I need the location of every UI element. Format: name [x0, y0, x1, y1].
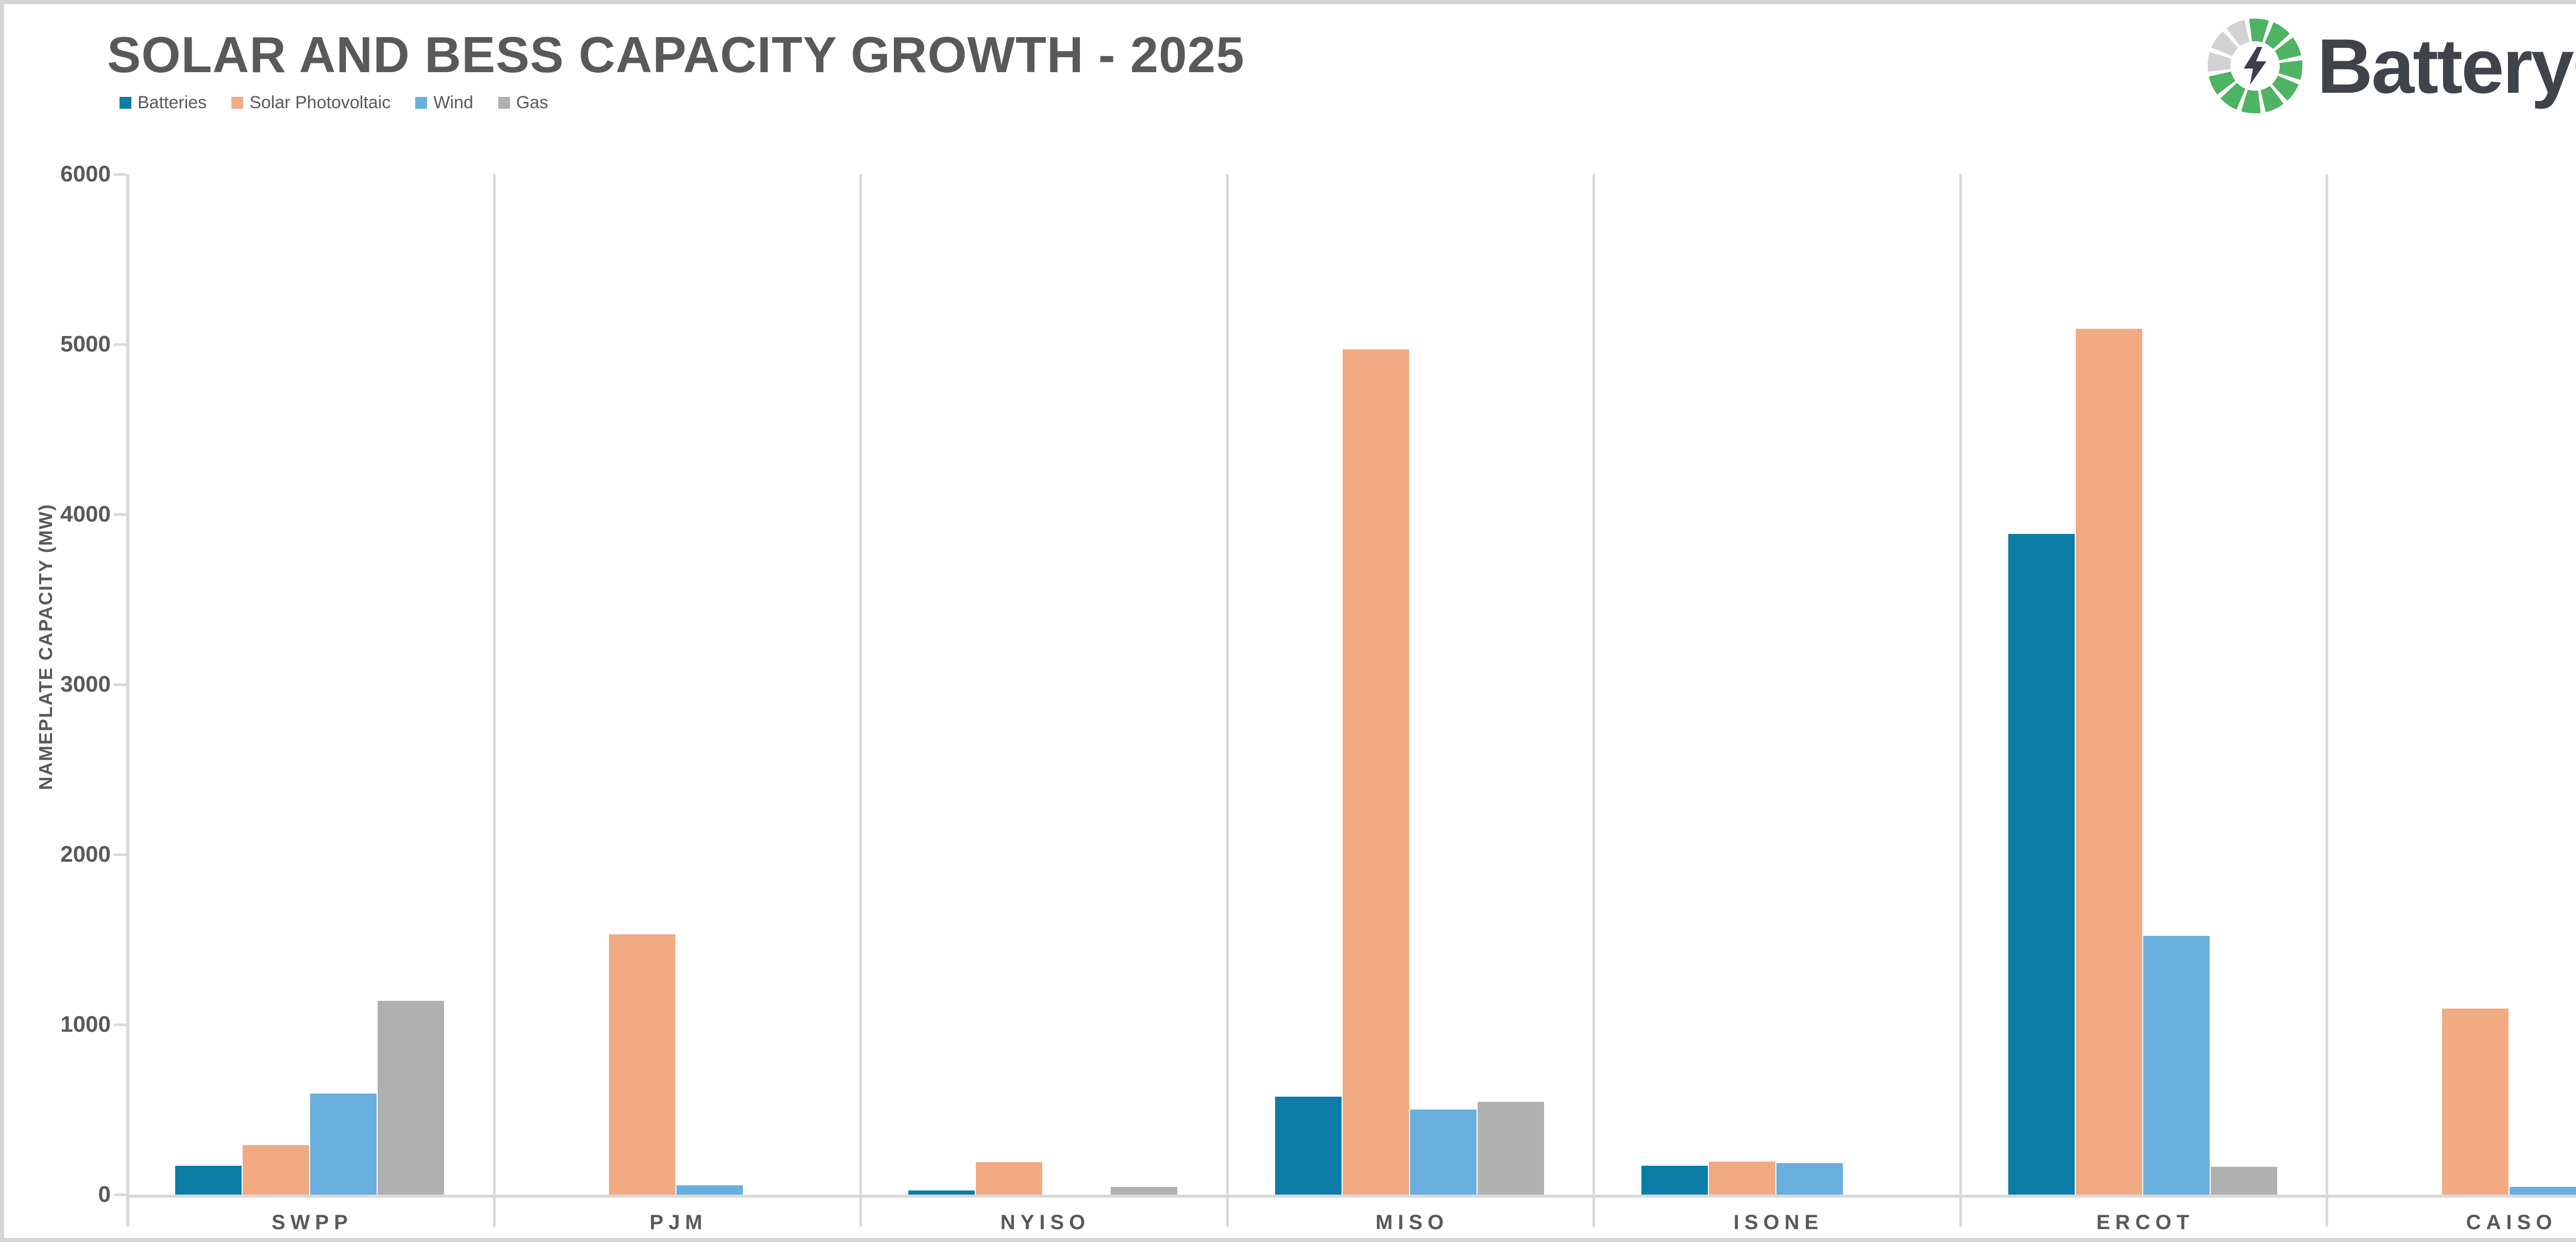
y-tick-mark	[114, 1194, 126, 1196]
legend: Batteries Solar Photovoltaic Wind Gas	[120, 93, 548, 113]
legend-swatch-icon	[231, 97, 244, 109]
y-axis-title: NAMEPLATE CAPACITY (MW)	[35, 503, 56, 790]
x-label-miso: MISO	[1375, 1211, 1449, 1234]
bar-miso-batteries	[1275, 1097, 1342, 1195]
legend-item-gas: Gas	[498, 93, 548, 113]
bar-caiso-solar-photovoltaic	[2442, 1009, 2509, 1195]
brand-logo: BatteryOS	[2208, 19, 2576, 113]
lightning-bolt-icon	[2230, 41, 2280, 91]
x-label-ercot: ERCOT	[2096, 1211, 2194, 1234]
legend-label: Gas	[516, 93, 549, 112]
bar-swpp-batteries	[175, 1166, 242, 1195]
x-label-caiso: CAISO	[2466, 1211, 2557, 1234]
y-tick-mark	[114, 513, 126, 516]
bar-pjm-solar-photovoltaic	[609, 934, 675, 1195]
bar-caiso-wind	[2510, 1187, 2576, 1195]
page-title: SOLAR AND BESS CAPACITY GROWTH - 2025	[107, 26, 1245, 83]
legend-label: Batteries	[138, 93, 207, 112]
legend-swatch-icon	[498, 97, 510, 109]
bar-nyiso-gas	[1111, 1187, 1177, 1195]
bar-ercot-wind	[2143, 936, 2210, 1195]
bar-ercot-batteries	[2008, 534, 2075, 1195]
y-tick-label: 4000	[60, 501, 111, 527]
category-separator-line	[493, 174, 496, 1227]
x-label-nyiso: NYISO	[1000, 1211, 1091, 1234]
y-tick-mark	[114, 853, 126, 856]
bar-isone-solar-photovoltaic	[1709, 1162, 1775, 1195]
bar-miso-gas	[1478, 1102, 1544, 1195]
brand-name: BatteryOS	[2317, 22, 2576, 109]
y-tick-mark	[114, 173, 126, 176]
legend-item-wind: Wind	[415, 93, 473, 113]
bar-swpp-wind	[310, 1094, 377, 1195]
x-label-isone: ISONE	[1733, 1211, 1824, 1234]
legend-label: Solar Photovoltaic	[249, 93, 391, 112]
legend-swatch-icon	[415, 97, 428, 109]
y-tick-mark	[114, 343, 126, 346]
x-axis-line	[126, 1195, 2576, 1198]
y-tick-label: 0	[98, 1182, 111, 1207]
x-label-pjm: PJM	[649, 1211, 708, 1234]
bar-nyiso-batteries	[908, 1190, 975, 1195]
legend-swatch-icon	[120, 97, 131, 109]
x-label-swpp: SWPP	[272, 1211, 353, 1234]
y-tick-label: 5000	[60, 331, 111, 357]
category-separator-line	[1226, 174, 1229, 1227]
y-tick-mark	[114, 1023, 126, 1026]
bar-isone-batteries	[1641, 1166, 1708, 1195]
legend-item-batteries: Batteries	[120, 93, 207, 113]
bar-swpp-solar-photovoltaic	[243, 1145, 309, 1195]
bar-swpp-gas	[378, 1001, 444, 1195]
legend-item-solar-photovoltaic: Solar Photovoltaic	[231, 93, 391, 113]
bar-pjm-wind	[676, 1185, 743, 1195]
category-separator-line	[1959, 174, 1962, 1227]
y-tick-label: 2000	[60, 842, 111, 867]
y-tick-mark	[114, 683, 126, 686]
bar-ercot-gas	[2211, 1167, 2277, 1195]
legend-label: Wind	[433, 93, 473, 112]
bar-ercot-solar-photovoltaic	[2076, 329, 2142, 1195]
bar-nyiso-solar-photovoltaic	[976, 1162, 1042, 1195]
y-tick-label: 1000	[60, 1012, 111, 1037]
category-separator-line	[859, 174, 862, 1227]
y-tick-label: 3000	[60, 672, 111, 697]
category-separator-line	[2326, 174, 2328, 1227]
bar-miso-wind	[1410, 1110, 1477, 1195]
bar-isone-wind	[1776, 1163, 1843, 1195]
battery-ring-icon	[2208, 19, 2303, 113]
y-tick-label: 6000	[60, 161, 111, 187]
bar-miso-solar-photovoltaic	[1343, 349, 1409, 1195]
y-axis-line	[126, 174, 129, 1227]
category-separator-line	[1592, 174, 1595, 1227]
